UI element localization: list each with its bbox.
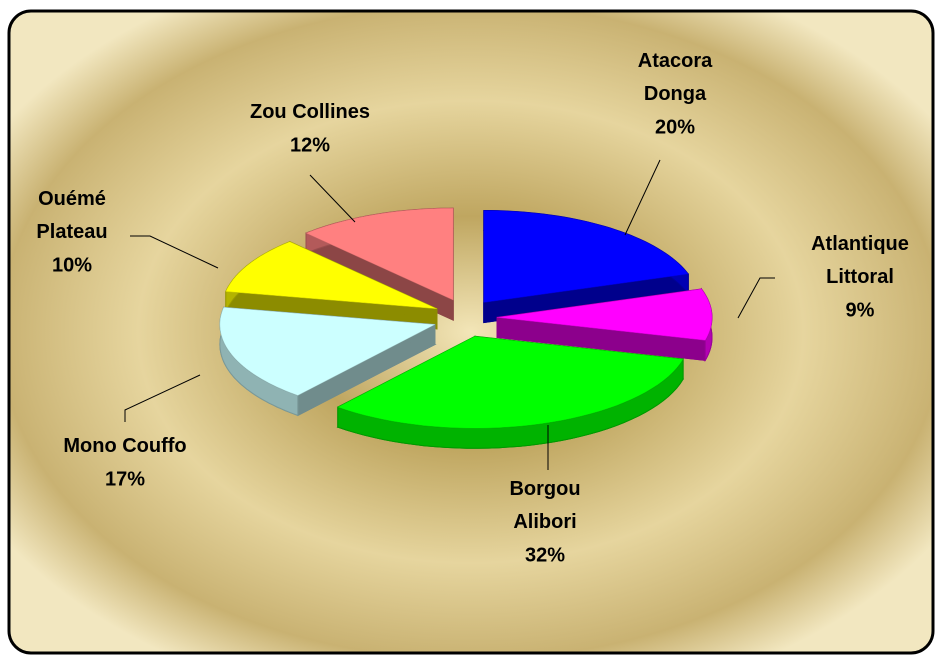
value-label: 10%: [52, 254, 92, 276]
slice: [337, 336, 684, 429]
labels: Atacora Donga 20% Atlantique Littoral 9% Borgo…: [36, 50, 908, 566]
value-label: 9%: [846, 299, 875, 321]
category-label: Zou Collines: [250, 101, 370, 123]
category-label: Mono Couffo: [63, 435, 186, 457]
leader-line: [124, 374, 201, 422]
value-label: 17%: [105, 468, 145, 490]
leader-line: [624, 159, 661, 236]
category-label: Ouémé Plateau: [36, 188, 107, 243]
value-label: 20%: [655, 116, 695, 138]
slice: [225, 241, 438, 310]
slice: [305, 207, 454, 301]
leader-line: [309, 174, 356, 223]
leader-line: [737, 277, 775, 319]
value-label: 12%: [290, 134, 330, 156]
category-label: Atacora Donga: [638, 50, 713, 105]
leader-line: [130, 235, 219, 269]
pie: [219, 207, 713, 449]
category-label: Borgou Alibori: [509, 478, 580, 533]
value-label: 32%: [525, 544, 565, 566]
slice: [219, 307, 436, 396]
slice: [496, 288, 713, 341]
category-label: Atlantique Littoral: [811, 233, 909, 288]
slice: [483, 210, 689, 303]
chart-background: [7, 9, 935, 655]
